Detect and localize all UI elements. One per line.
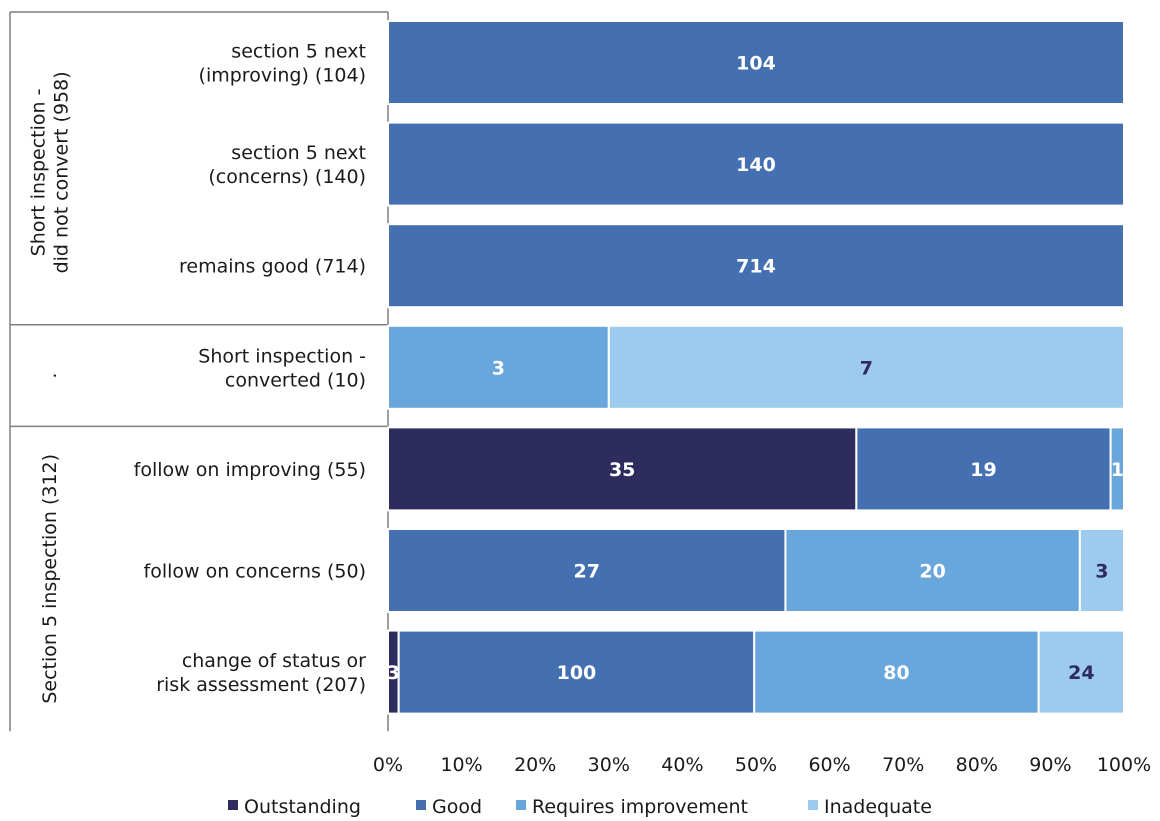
legend-label: Outstanding (244, 796, 361, 818)
x-tick-label: 80% (956, 754, 998, 776)
category-label: Short inspection -converted (10) (198, 345, 366, 391)
category-label: change of status or risk assessment (207) (156, 650, 366, 696)
legend-swatch (516, 800, 526, 810)
bar-segment (1078, 528, 1125, 613)
bar-segment (387, 20, 1125, 105)
data-label: 20 (919, 561, 945, 583)
bar-segment (397, 629, 756, 715)
x-tick-label: 90% (1029, 754, 1071, 776)
bar-segment (753, 629, 1040, 715)
bar-segment (387, 528, 787, 613)
legend-swatch (808, 800, 818, 810)
data-label: 3 (387, 662, 400, 684)
data-label: 140 (736, 154, 776, 176)
data-label: 24 (1068, 662, 1094, 684)
data-label: 104 (736, 53, 776, 75)
x-tick-label: 70% (882, 754, 924, 776)
data-label: 3 (1095, 561, 1108, 583)
data-label: 80 (883, 662, 909, 684)
x-tick-label: 50% (735, 754, 777, 776)
data-label: 27 (573, 561, 599, 583)
x-tick-label: 0% (373, 754, 403, 776)
category-label: section 5 next (improving) (104) (199, 41, 366, 87)
legend-swatch (228, 800, 238, 810)
category-label: follow on concerns (50) (144, 561, 367, 583)
group-label: . (39, 373, 61, 379)
category-label: section 5 next (concerns) (140) (208, 142, 366, 188)
bar-segment (855, 426, 1112, 512)
data-label: 3 (492, 357, 505, 379)
data-label: 35 (609, 459, 635, 481)
group-label: Section 5 inspection (312) (39, 454, 61, 704)
x-tick-label: 60% (808, 754, 850, 776)
bar-segment (1109, 426, 1125, 512)
x-tick-label: 20% (514, 754, 556, 776)
bar-segment (387, 223, 1125, 309)
data-label: 19 (970, 459, 996, 481)
x-tick-label: 100% (1097, 754, 1151, 776)
data-label: 100 (557, 662, 597, 684)
x-tick-label: 30% (588, 754, 630, 776)
x-tick-label: 10% (440, 754, 482, 776)
group-label: Short inspection -did not convert (958) (28, 71, 73, 273)
bar-segment (784, 528, 1081, 613)
data-label: 1 (1111, 459, 1124, 481)
bar-segment (387, 121, 1125, 207)
x-tick-label: 40% (661, 754, 703, 776)
category-label: follow on improving (55) (134, 459, 366, 481)
legend-label: Requires improvement (532, 796, 748, 818)
data-label: 7 (860, 357, 873, 379)
bar-segment (607, 324, 1125, 410)
bar-segment (387, 426, 858, 512)
bar-segment (1037, 629, 1125, 715)
category-label: remains good (714) (179, 256, 366, 278)
legend-label: Inadequate (824, 796, 932, 818)
legend-label: Good (432, 796, 482, 818)
data-label: 714 (736, 256, 776, 278)
legend-swatch (416, 800, 426, 810)
